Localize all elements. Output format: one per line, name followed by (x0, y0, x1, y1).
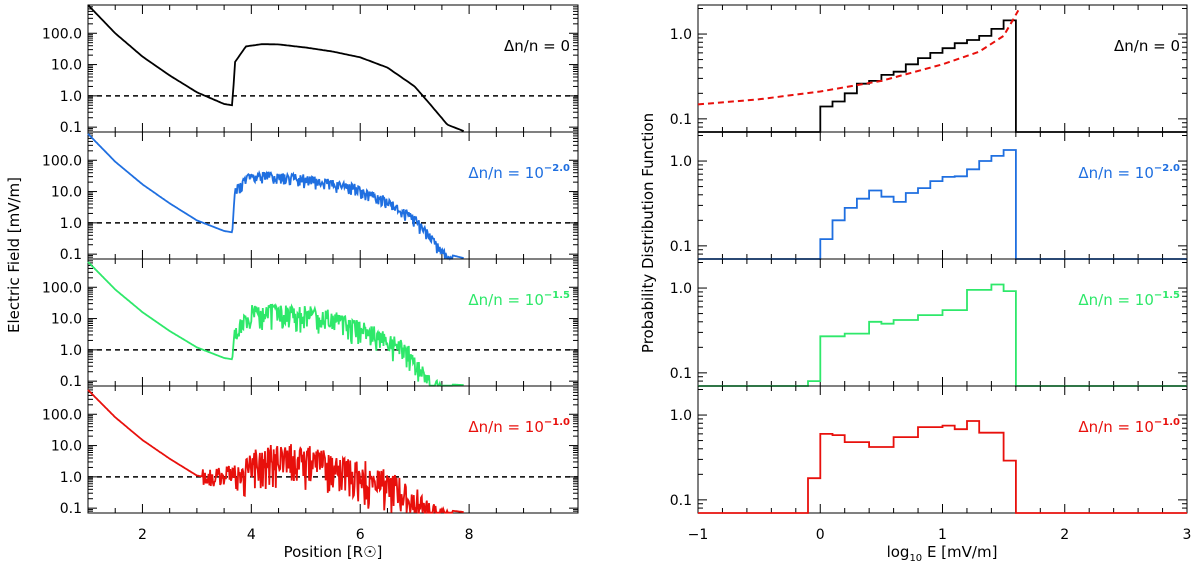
panel-frame (87, 385, 579, 514)
y-tick-label: 1.0 (60, 89, 82, 105)
label-text: Δn/n = 10 (468, 291, 544, 309)
y-tick-label: 0.1 (670, 239, 692, 255)
right-panel-1: 1.0 0.1 Δn/n = 0 (670, 4, 1188, 133)
right-xlabel-log: log (887, 543, 910, 561)
y-tick-label: 100.0 (42, 26, 82, 42)
label-text: Δn/n = 10 (1078, 418, 1154, 436)
y-tick-label: 1.0 (670, 281, 692, 297)
label-exponent: −1.5 (1154, 290, 1180, 301)
y-tick-label: 1.0 (670, 408, 692, 424)
series-line (87, 261, 464, 387)
y-tick-label: 0.1 (670, 112, 692, 128)
y-tick-label: 1.0 (60, 343, 82, 359)
y-tick-label: 0.1 (60, 247, 82, 263)
panel-label: Δn/n = 10−2.0 (468, 163, 570, 182)
panel-label: Δn/n = 10−1.0 (468, 417, 570, 436)
right-panel-4: 1.0 0.1 −1 0 1 2 3 Δn/n = 10−1.0 (670, 385, 1192, 543)
left-panel-4: 100.0 10.0 1.0 0.1 2 4 6 8 Δn/n = 10−1.0 (42, 385, 579, 543)
right-xlabel: log10 E [mV/m] (887, 543, 998, 564)
right-chart: 1.00.1Δn/n = 01.00.1Δn/n = 10−2.01.00.1Δ… (670, 4, 1192, 543)
y-tick-label: 1.0 (670, 27, 692, 43)
histogram-step (698, 149, 1187, 260)
y-tick-label: 0.1 (670, 493, 692, 509)
panel-frame (697, 131, 1188, 260)
y-tick-label: 0.1 (60, 374, 82, 390)
x-tick-label: 4 (247, 527, 256, 543)
x-tick-label: 8 (465, 527, 474, 543)
left-xlabel: Position [R☉] (284, 543, 383, 561)
y-tick-label: 10.0 (51, 312, 82, 328)
label-text: Δn/n = 10 (468, 418, 544, 436)
left-panel-1: 100.0 10.0 1.0 0.1 Δn/n = 0 (42, 4, 579, 136)
label-exponent: −2.0 (544, 163, 570, 174)
x-tick-label: 2 (1060, 527, 1069, 543)
label-text: Δn/n = 10 (468, 164, 544, 182)
sun-symbol: ☉ (363, 543, 376, 561)
right-panel-3: 1.0 0.1 Δn/n = 10−1.5 (670, 258, 1188, 387)
y-tick-label: 0.1 (670, 366, 692, 382)
x-tick-label: 2 (138, 527, 147, 543)
x-tick-label: 0 (816, 527, 825, 543)
y-tick-label: 10.0 (51, 185, 82, 201)
y-tick-label: 10.0 (51, 439, 82, 455)
y-tick-label: 1.0 (60, 470, 82, 486)
x-tick-label: −1 (688, 527, 709, 543)
label-exponent: −1.0 (1154, 417, 1180, 428)
panel-frame (87, 4, 579, 133)
right-xlabel-sub: 10 (909, 553, 922, 564)
series-line (87, 4, 465, 132)
x-tick-label: 6 (356, 527, 365, 543)
panel-frame (697, 385, 1188, 514)
panel-frame (697, 258, 1188, 387)
panel-label: Δn/n = 10−1.5 (468, 290, 570, 309)
histogram-step (698, 420, 1187, 514)
label-exponent: −2.0 (1154, 163, 1180, 174)
panel-label: Δn/n = 10−2.0 (1078, 163, 1180, 182)
x-tick-label: 1 (938, 527, 947, 543)
y-tick-label: 100.0 (42, 407, 82, 423)
left-panel-3: 100.0 10.0 1.0 0.1 Δn/n = 10−1.5 (42, 258, 579, 390)
panel-label: Δn/n = 10−1.5 (1078, 290, 1180, 309)
panel-label: Δn/n = 0 (1114, 37, 1180, 55)
series-line (87, 133, 464, 261)
y-tick-label: 1.0 (670, 154, 692, 170)
histogram-step (698, 19, 1187, 133)
panel-label: Δn/n = 0 (504, 37, 570, 55)
y-tick-label: 10.0 (51, 58, 82, 74)
histogram-step (698, 283, 1187, 387)
label-exponent: −1.0 (544, 417, 570, 428)
right-xlabel-unit: E [mV/m] (922, 543, 997, 561)
y-tick-label: 100.0 (42, 280, 82, 296)
label-text: Δn/n = 10 (1078, 291, 1154, 309)
left-panel-2: 100.0 10.0 1.0 0.1 Δn/n = 10−2.0 (42, 131, 579, 263)
y-tick-label: 1.0 (60, 216, 82, 232)
label-text: Δn/n = 0 (504, 37, 570, 55)
left-ylabel: Electric Field [mV/m] (5, 177, 23, 333)
y-tick-label: 0.1 (60, 501, 82, 517)
series-line (87, 389, 464, 514)
label-text: Δn/n = 10 (1078, 164, 1154, 182)
left-chart: 100.0 10.0 1.0 0.1 Δn/n = 0 100.0 10.0 1.0 0.1 Δn… (42, 4, 579, 543)
y-tick-label: 100.0 (42, 153, 82, 169)
panel-frame (87, 131, 579, 260)
left-xlabel-suffix: ] (377, 543, 383, 561)
left-xlabel-prefix: Position [R (284, 543, 363, 561)
label-text: Δn/n = 0 (1114, 37, 1180, 55)
right-panel-2: 1.0 0.1 Δn/n = 10−2.0 (670, 131, 1188, 260)
y-tick-label: 0.1 (60, 120, 82, 136)
panel-label: Δn/n = 10−1.0 (1078, 417, 1180, 436)
label-exponent: −1.5 (544, 290, 570, 301)
theory-curve (697, 9, 1020, 106)
panel-frame (697, 4, 1188, 133)
x-tick-label: 3 (1183, 527, 1192, 543)
right-ylabel: Probability Distribution Function (639, 113, 657, 353)
